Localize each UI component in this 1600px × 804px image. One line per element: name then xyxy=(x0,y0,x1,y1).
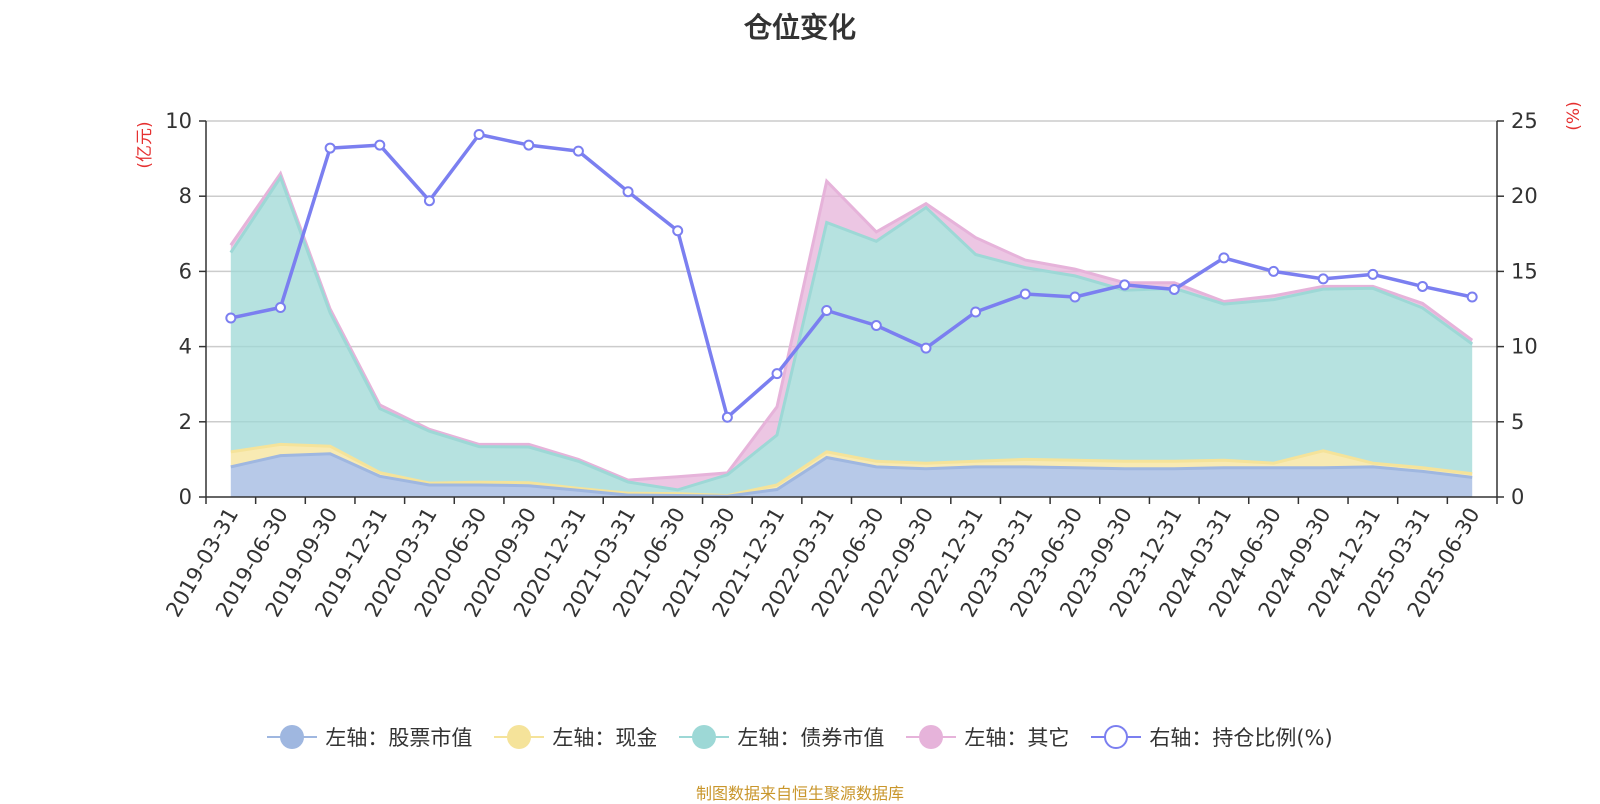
y-left-tick-label: 0 xyxy=(179,485,192,509)
stacked-areas xyxy=(229,170,1474,498)
legend-label: 左轴：债券市值 xyxy=(737,726,885,750)
source-note: 制图数据来自恒生聚源数据库 xyxy=(695,784,904,803)
ratio-point xyxy=(1317,273,1329,285)
legend-item-stock[interactable]: 左轴：股票市值 xyxy=(267,722,472,752)
y-left-tick-label: 8 xyxy=(179,184,192,208)
chart-title: 仓位变化 xyxy=(743,11,856,44)
ratio-point xyxy=(1119,279,1131,291)
y-right-tick-label: 5 xyxy=(1511,410,1524,434)
ratio-point xyxy=(523,139,535,151)
legend-item-other[interactable]: 左轴：其它 xyxy=(906,722,1069,752)
ratio-point xyxy=(771,368,783,380)
legend-swatch-icon xyxy=(906,724,957,750)
y-right-tick-label: 25 xyxy=(1511,109,1538,133)
ratio-point xyxy=(473,129,485,141)
ratio-point xyxy=(1417,280,1429,292)
area-stock xyxy=(230,453,1473,497)
legend-label: 左轴：其它 xyxy=(964,726,1070,750)
legend: 左轴：股票市值 左轴：现金 左轴：债券市值 左轴：其它 右轴：持仓比例(%) xyxy=(0,722,1600,752)
legend-swatch-icon xyxy=(494,724,545,750)
y-left-tick-label: 4 xyxy=(179,335,192,359)
y-left-unit-label: (亿元) xyxy=(135,121,155,168)
ratio-line xyxy=(230,132,1473,420)
y-left-tick-label: 2 xyxy=(179,410,192,434)
ratio-point xyxy=(423,195,435,207)
area-edge-bond xyxy=(229,174,1474,492)
ratio-point xyxy=(1168,283,1180,295)
y-left-tick-label: 6 xyxy=(179,259,192,283)
legend-label: 右轴：持仓比例(%) xyxy=(1149,726,1333,750)
area-bond xyxy=(230,177,1473,496)
legend-item-cash[interactable]: 左轴：现金 xyxy=(494,722,657,752)
y-right-tick-label: 20 xyxy=(1511,184,1538,208)
area-edge-cash xyxy=(230,442,1473,498)
ratio-point xyxy=(1466,291,1478,303)
y-right-tick-label: 15 xyxy=(1511,259,1538,283)
y-right-tick-label: 10 xyxy=(1511,335,1538,359)
legend-label: 左轴：现金 xyxy=(552,726,658,750)
ratio-point xyxy=(274,301,286,313)
y-left-tick-label: 10 xyxy=(165,109,192,133)
ratio-point xyxy=(1218,252,1230,264)
ratio-point xyxy=(1019,288,1031,300)
area-edge-stock xyxy=(230,452,1473,498)
y-right-tick-label: 0 xyxy=(1511,485,1524,509)
ratio-point xyxy=(870,320,882,332)
legend-item-ratio[interactable]: 右轴：持仓比例(%) xyxy=(1091,722,1333,752)
legend-swatch-icon xyxy=(679,724,730,750)
ratio-point xyxy=(1367,268,1379,280)
y-right-unit-label: (%) xyxy=(1564,101,1584,130)
legend-item-bond[interactable]: 左轴：债券市值 xyxy=(679,722,884,752)
ratio-point xyxy=(225,312,237,324)
legend-label: 左轴：股票市值 xyxy=(325,726,473,750)
ratio-line-layer xyxy=(225,129,1478,423)
ratio-point xyxy=(970,306,982,318)
ratio-point xyxy=(622,186,634,198)
ratio-point xyxy=(1268,265,1280,277)
ratio-point xyxy=(374,139,386,151)
area-edge-other xyxy=(229,170,1474,482)
ratio-point xyxy=(821,305,833,317)
legend-swatch-icon xyxy=(267,724,318,750)
ratio-point xyxy=(920,342,932,354)
ratio-point xyxy=(721,411,733,423)
ratio-point xyxy=(672,225,684,237)
ratio-point xyxy=(572,145,584,157)
ratio-point xyxy=(324,142,336,154)
ratio-point xyxy=(1069,291,1081,303)
legend-swatch-icon xyxy=(1091,724,1142,750)
